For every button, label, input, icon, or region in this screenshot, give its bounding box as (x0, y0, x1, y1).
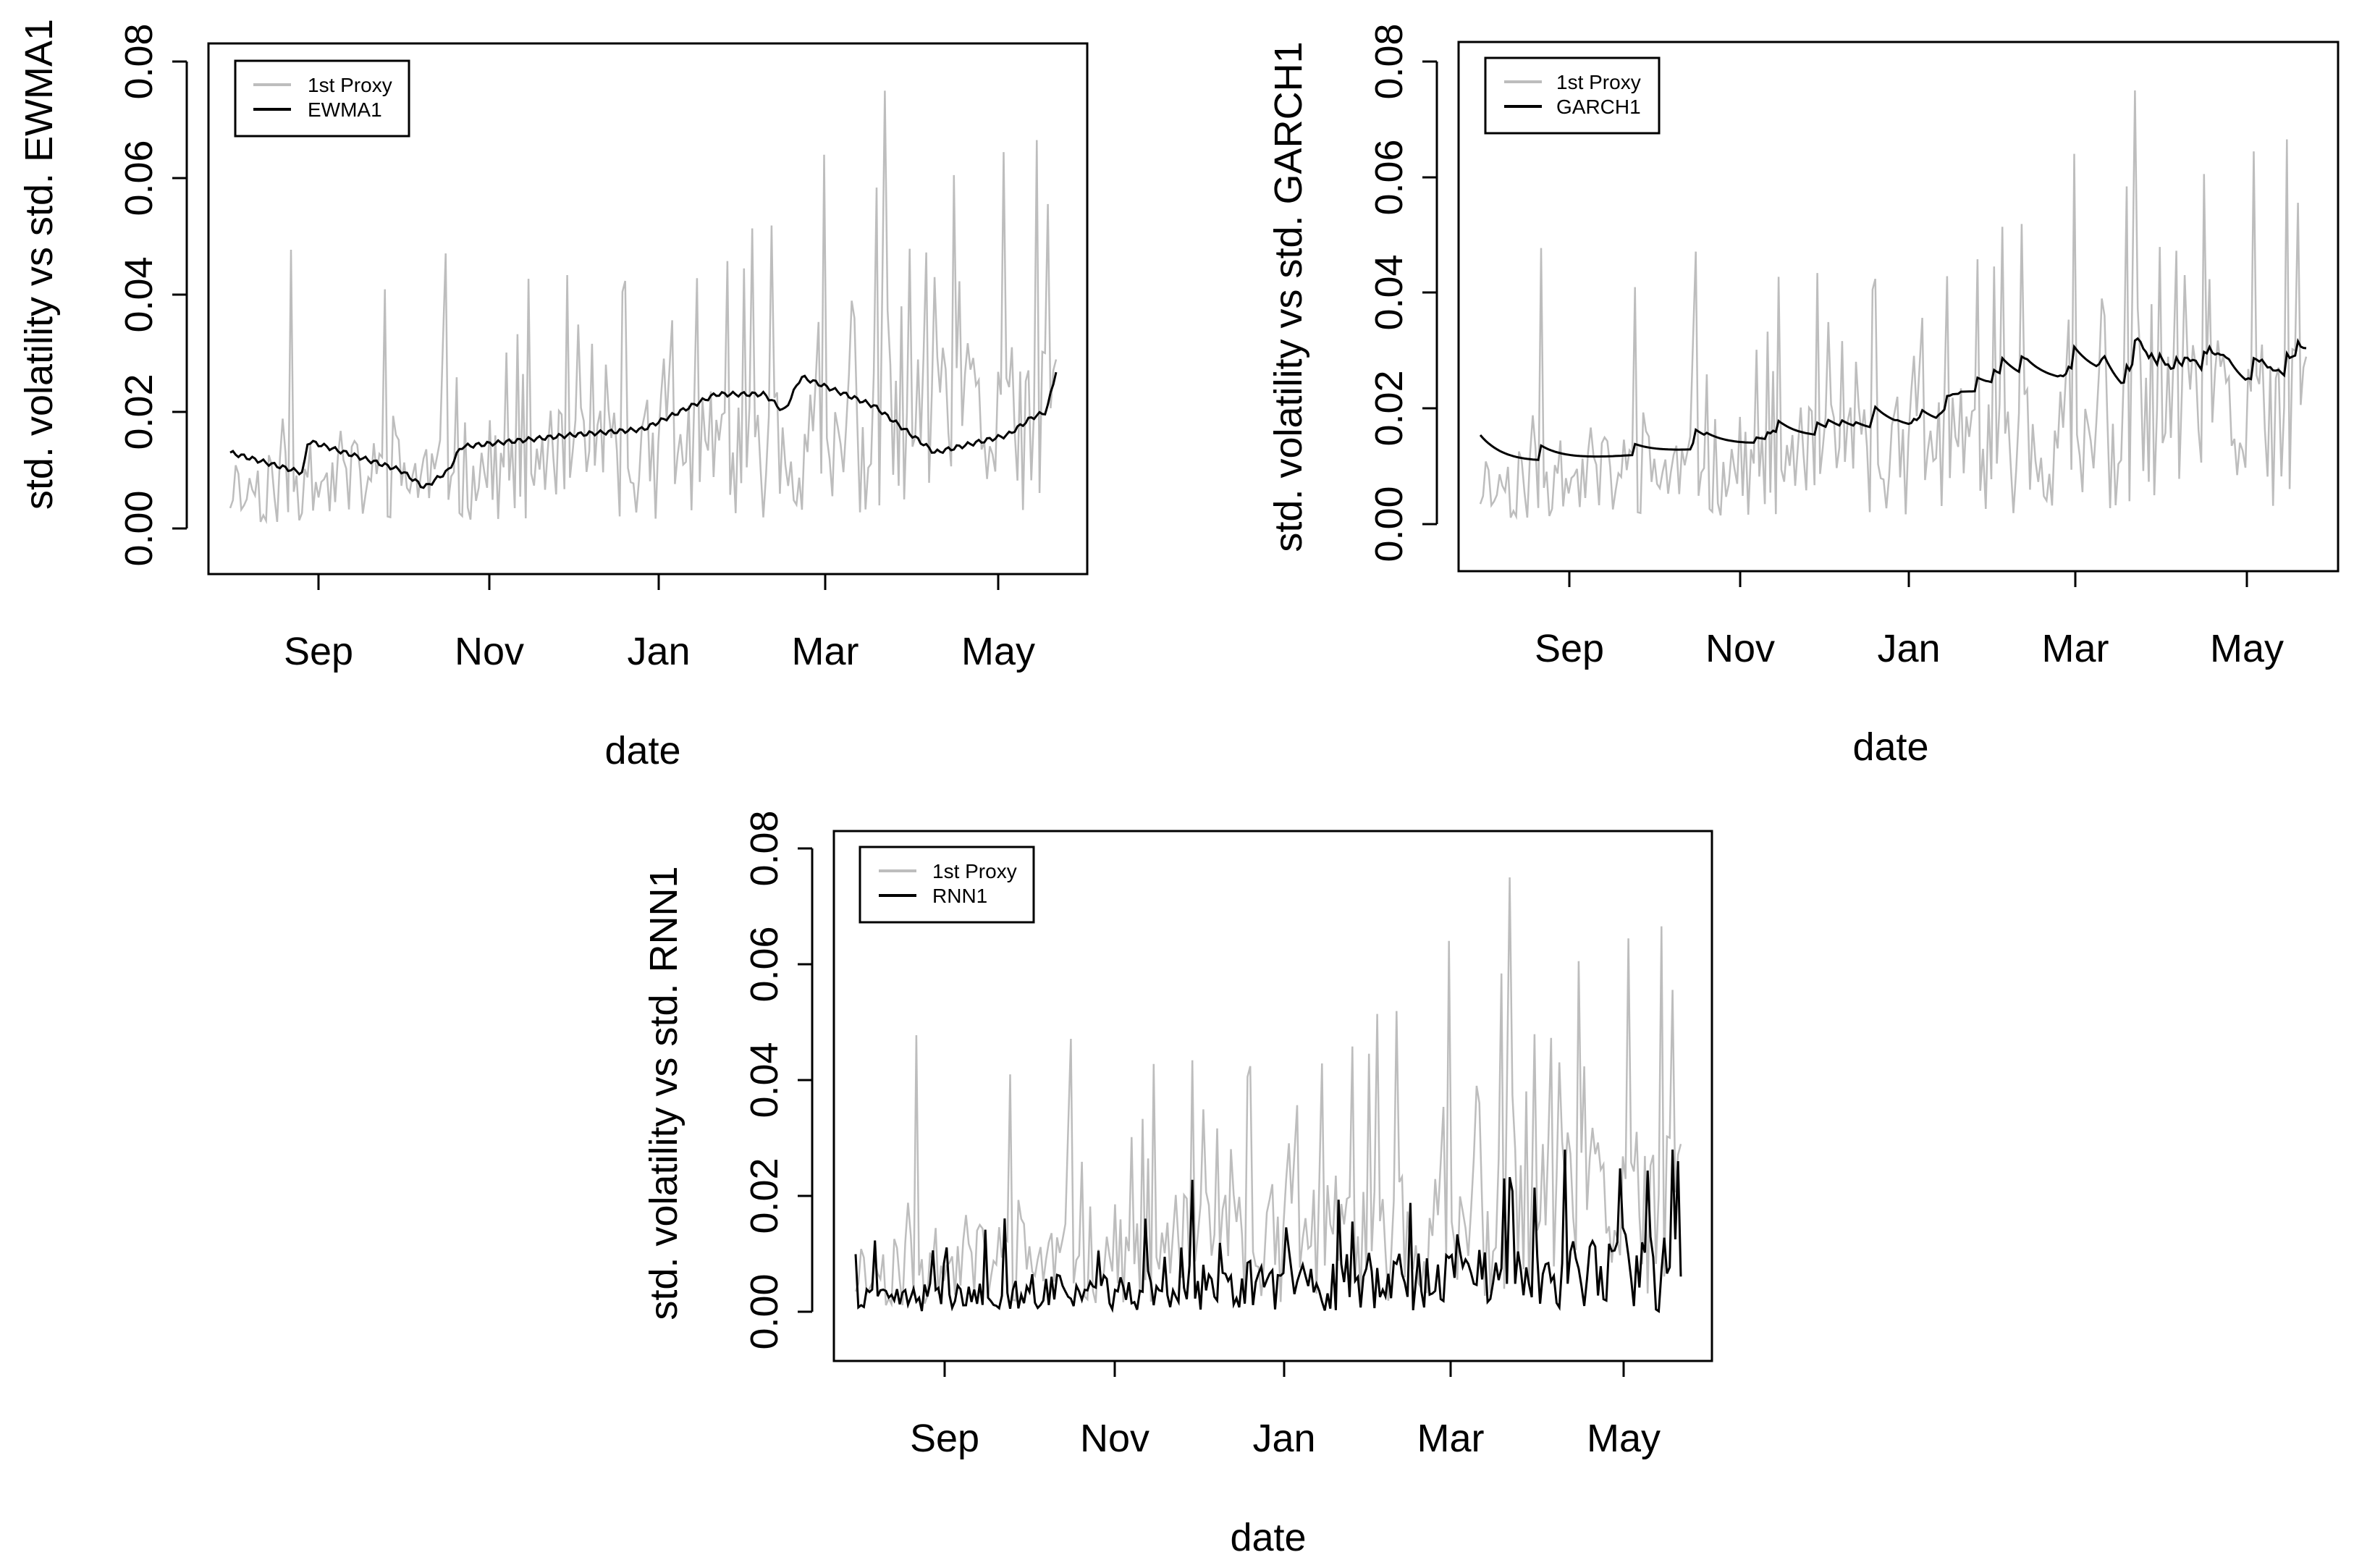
chart-panel-rnn: std. volatility vs std. RNN1 date 0.00 0… (642, 810, 1713, 1559)
legend-label: RNN1 (932, 885, 987, 907)
y-tick-label: 0.06 (1367, 139, 1411, 215)
legend-label: 1st Proxy (308, 74, 392, 96)
y-axis: 0.00 0.02 0.04 0.06 0.08 (743, 810, 814, 1350)
x-tick-label: Nov (455, 630, 524, 673)
y-axis-title: std. volatility vs std. RNN1 (642, 866, 685, 1320)
x-tick-label: May (2210, 627, 2284, 670)
x-axis: Sep Nov Jan Mar May (1535, 570, 2284, 670)
x-tick-label: Sep (284, 630, 353, 673)
y-tick-label: 0.04 (117, 256, 161, 332)
series-line-garch1 (1479, 337, 2307, 461)
x-tick-label: Mar (2042, 627, 2109, 670)
legend: 1st Proxy RNN1 (859, 846, 1035, 924)
series-line-ewma1 (229, 371, 1058, 489)
x-tick-label: Mar (1417, 1417, 1485, 1460)
y-tick-label: 0.08 (117, 23, 161, 99)
y-tick-label: 0.00 (743, 1273, 786, 1349)
y-tick-label: 0.02 (743, 1158, 786, 1234)
y-axis: 0.00 0.02 0.04 0.06 0.08 (117, 23, 188, 567)
y-tick-label: 0.02 (1367, 370, 1411, 446)
x-tick-label: Jan (1252, 1417, 1315, 1460)
legend: 1st Proxy EWMA1 (234, 59, 410, 138)
y-tick-label: 0.02 (117, 374, 161, 450)
plot-frame (207, 42, 1089, 576)
x-axis: Sep Nov Jan Mar May (910, 1360, 1661, 1460)
y-tick-label: 0.00 (117, 490, 161, 566)
x-tick-label: May (961, 630, 1035, 673)
y-tick-label: 0.04 (1367, 254, 1411, 330)
legend-label: 1st Proxy (1556, 71, 1641, 93)
y-tick-label: 0.04 (743, 1042, 786, 1118)
legend-box (859, 846, 1035, 924)
x-tick-label: May (1587, 1417, 1661, 1460)
y-axis: 0.00 0.02 0.04 0.06 0.08 (1367, 23, 1438, 562)
x-tick-label: Jan (627, 630, 690, 673)
legend-label: EWMA1 (308, 98, 382, 121)
legend-box (1484, 56, 1661, 135)
x-axis-title: date (1230, 1516, 1306, 1559)
x-tick-label: Sep (1535, 627, 1604, 670)
plot-frame (1457, 41, 2340, 573)
x-tick-label: Sep (910, 1417, 979, 1460)
x-tick-label: Mar (792, 630, 859, 673)
y-tick-label: 0.08 (743, 810, 786, 886)
series-line-proxy (1479, 90, 2308, 520)
series-line-rnn1 (854, 1149, 1682, 1313)
y-tick-label: 0.06 (117, 140, 161, 216)
chart-panel-ewma: std. volatility vs std. EWMA1 date 0.00 … (17, 19, 1089, 772)
y-axis-title: std. volatility vs std. EWMA1 (17, 19, 61, 510)
y-axis-title: std. volatility vs std. GARCH1 (1267, 41, 1310, 552)
legend-label: GARCH1 (1556, 96, 1641, 118)
series-line-proxy (854, 877, 1682, 1308)
y-tick-label: 0.00 (1367, 486, 1411, 562)
x-axis: Sep Nov Jan Mar May (284, 573, 1035, 673)
y-tick-label: 0.06 (743, 926, 786, 1002)
x-tick-label: Jan (1877, 627, 1940, 670)
y-tick-label: 0.08 (1367, 23, 1411, 99)
x-axis-title: date (1852, 725, 1928, 769)
plot-frame (832, 830, 1713, 1362)
x-axis-title: date (604, 729, 680, 772)
x-tick-label: Nov (1705, 627, 1775, 670)
legend-label: 1st Proxy (932, 860, 1017, 882)
legend-box (234, 59, 410, 138)
legend: 1st Proxy GARCH1 (1484, 56, 1661, 135)
series-line-proxy (229, 90, 1058, 525)
chart-panel-garch: std. volatility vs std. GARCH1 date 0.00… (1267, 23, 2340, 769)
x-tick-label: Nov (1080, 1417, 1149, 1460)
